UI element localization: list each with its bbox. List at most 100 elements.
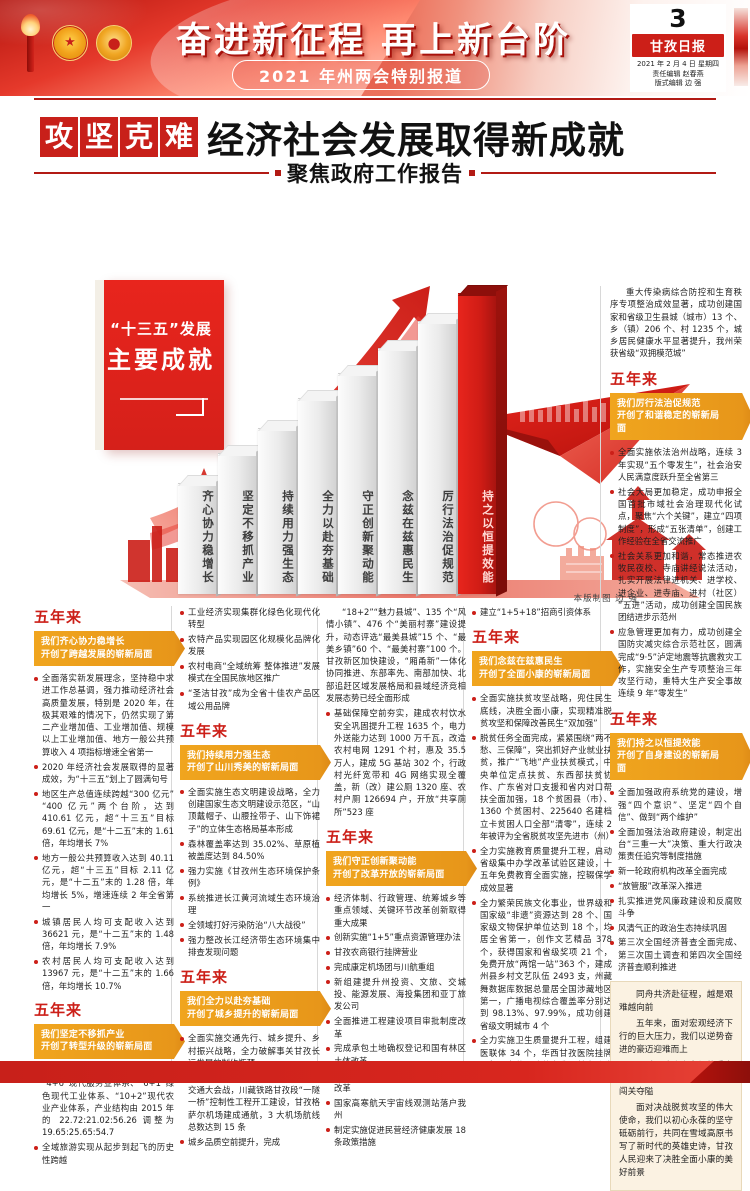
chart-bar: 全力以赴夯基础: [298, 390, 348, 597]
bullet-list: 全面实施扶贫攻坚战略，兜住民生底线，决胜全面小康，实现精准脱贫攻坚和保障改善民生…: [472, 692, 614, 1083]
list-item: 扎实推进党风廉政建设和反腐败斗争: [610, 895, 742, 920]
bullet-list: 建立“1+5+18”招商引资体系: [472, 606, 612, 618]
bar-label: 持续用力强生态: [281, 489, 295, 585]
infographic: “十三五”发展 主要成就 齐心协力稳增长 坚定不移抓产业 持续用力强生态: [0, 188, 750, 606]
column-5: 重大传染病综合防控和生育秩序专项整治成效显著，成功创建国家和省级卫生县城（城市）…: [610, 286, 742, 1191]
list-item: 建立“1+5+18”招商引资体系: [472, 606, 612, 618]
list-item: 地区生产总值连续跨越“300 亿元”“400 亿元”两个台阶，达到 410.61…: [34, 788, 174, 849]
list-item: 创新实施“1+5”重点资源管理办法: [326, 931, 466, 943]
list-item: 全面落实新发展理念，坚持稳中求进工作总基调，强力推动经济社会高质量发展，特别是 …: [34, 672, 174, 758]
subtitle-dot-right: [469, 170, 475, 176]
section-banner: 我们厉行法治促规范 开创了和谐稳定的崭新局面: [610, 392, 742, 441]
chart-bar: 念兹在兹惠民生: [378, 340, 428, 597]
chart-bar-highlight: 持之以恒提效能: [458, 285, 508, 597]
section-banner: 我们守正创新聚动能 开创了改革开放的崭新局面: [326, 851, 466, 887]
bullet-list: 基础保障空前夯实，建成农村饮水安全巩固提升工程 1635 个，电力外送能力达到 …: [326, 707, 466, 818]
badge-char-1: 攻: [40, 117, 78, 157]
section-kicker: 五年来: [326, 828, 375, 847]
bar-side-face: [496, 286, 507, 597]
torch-icon: [18, 14, 44, 72]
list-item: 城镇居民人均可支配收入达到 36621 元，是“十二五”末的 1.48 倍，年均…: [34, 916, 174, 953]
list-item: 完成康定机场团与川航重组: [326, 961, 466, 973]
paragraph: 重大传染病综合防控和生育秩序专项整治成效显著，成功创建国家和省级卫生县城（城市）…: [610, 287, 742, 359]
publication-date: 2021 年 2 月 4 日 星期四: [636, 60, 720, 68]
list-item: 全域旅游实现从起步到起飞的历史性跨越: [34, 1141, 174, 1166]
badge-char-4: 难: [160, 117, 198, 157]
paragraph: “18+2”“魅力县城”、135 个“风情小镇”、476 个“美丽村寨”建设提升…: [326, 607, 466, 704]
list-item: 全力实施教育质量提升工程，启动省级集中办学改革试验区建设，十五年免费教育全面实施…: [472, 845, 612, 894]
congress-emblem-icon: [96, 25, 132, 61]
national-emblem-icon: [52, 25, 88, 61]
chart-bar: 厉行法治促规范: [418, 313, 468, 597]
section-kicker: 五年来: [472, 628, 521, 647]
newspaper-page: 奋进新征程 再上新台阶 2021 年州两会特别报道 3 甘孜日报 2021 年 …: [0, 0, 750, 1083]
list-item: 全面实施生态文明建设战略，全力创建国家生态文明建设示范区，“山顶戴帽子、山腰拴带…: [180, 786, 320, 835]
column-1: 五年来 我们齐心协力稳增长 开创了跨越发展的崭新局面 全面落实新发展理念，坚持稳中…: [34, 606, 174, 1168]
masthead-right-edge-decor: [734, 8, 748, 86]
list-item: 森林覆盖率达到 35.02%、草原植被盖度达到 84.50%: [180, 838, 320, 863]
footer-ribbon: [0, 1061, 750, 1083]
list-item: 全领域打好污染防治“八大战役”: [180, 919, 320, 931]
section-banner: 我们念兹在兹惠民生 开创了全面小康的崭新局面: [472, 651, 612, 687]
book-title-line2: 主要成就: [107, 346, 215, 374]
section-banner: 我们全力以赴夯基础 开创了城乡提升的崭新局面: [180, 991, 320, 1027]
list-item: 强力整改长江经济带生态环境集中排查发现问题: [180, 934, 320, 959]
list-item: 地方一般公共预算收入达到 40.11 亿元，超“十三五”目标 2.11 亿元，是…: [34, 852, 174, 913]
chart-bar: 齐心协力稳增长: [178, 475, 228, 597]
list-item: 第三次全国经济普查全面完成、第三次国土调查和第四次全国经济普查顺利推进: [610, 936, 742, 973]
list-item: 全面加强法治政府建设，制定出台“三重一大”决策、重大行政决策责任追究等制度措施: [610, 826, 742, 863]
masthead: 奋进新征程 再上新台阶 2021 年州两会特别报道 3 甘孜日报 2021 年 …: [0, 0, 750, 96]
list-item: 全面加强政府系统党的建设，增强“四个意识”、坚定“四个自信”、做到“两个维护”: [610, 786, 742, 823]
bullet-list: 全面加强政府系统党的建设，增强“四个意识”、坚定“四个自信”、做到“两个维护” …: [610, 786, 742, 973]
subtitle-rule-left: [34, 172, 269, 174]
article-columns: 五年来 我们齐心协力稳增长 开创了跨越发展的崭新局面 全面落实新发展理念，坚持稳中…: [0, 286, 750, 1191]
section-kicker: 五年来: [610, 369, 659, 388]
list-item: 甘孜农商银行挂牌营业: [326, 946, 466, 958]
page-subtitle: 聚焦政府工作报告: [287, 161, 463, 186]
bullet-list: 全面落实新发展理念，坚持稳中求进工作总基调，强力推动经济社会高质量发展，特别是 …: [34, 672, 174, 992]
bar-label: 齐心协力稳增长: [201, 489, 215, 585]
achievement-staircase-chart: 齐心协力稳增长 坚定不移抓产业 持续用力强生态 全力以赴夯基础 守正创新聚动能: [178, 285, 508, 597]
section-kicker: 五年来: [34, 1000, 83, 1019]
paper-name-logo: 甘孜日报: [632, 34, 724, 57]
section-kicker: 五年来: [34, 608, 83, 626]
list-item: 新一轮政府机构改革全面完成: [610, 865, 742, 877]
masthead-sub-banner: 2021 年州两会特别报道: [232, 60, 491, 90]
list-item: 农村电商“全域统筹 整体推进”发展模式在全国民族地区推广: [180, 660, 320, 685]
section-banner: 我们齐心协力稳增长 开创了跨越发展的崭新局面: [34, 631, 174, 666]
bullet-list: 全面实施依法治州战略，连续 3 年实现“五个零发生”，社会治安人民满意度跃升至全…: [610, 446, 742, 699]
chart-bar: 坚定不移抓产业: [218, 445, 268, 597]
bar-label: 持之以恒提效能: [481, 489, 495, 585]
chart-bar: 持续用力强生态: [258, 420, 308, 597]
list-item: 制定实施促进民营经济健康发展 18 条政策措施: [326, 1124, 466, 1149]
list-item: 全面实施扶贫攻坚战略，兜住民生底线，决胜全面小康，实现精准脱贫攻坚和保障改善民生…: [472, 692, 612, 729]
column-divider: [317, 606, 318, 1076]
list-item: 全力繁荣民族文化事业，世界级和国家级“非遗”资源达到 28 个、国家级文物保护单…: [472, 897, 612, 1032]
list-item: “圣洁甘孜”成为全省十佳农产品区域公用品牌: [180, 687, 320, 712]
list-item: 系统推进长江黄河流域生态环境治理: [180, 892, 320, 917]
list-item: 全面实施依法治州战略，连续 3 年实现“五个零发生”，社会治安人民满意度跃升至全…: [610, 446, 742, 483]
section-banner: 我们坚定不移抓产业 开创了转型升级的崭新局面: [34, 1023, 174, 1059]
list-item: 2020 年经济社会发展取得的显著成效，为“十三五”划上了圆满句号: [34, 761, 174, 786]
book-divider: [120, 398, 208, 400]
bullet-list: 工业经济实现集群化绿色化现代化转型 农特产品实现园区化规模化品牌化发展 农村电商…: [180, 606, 320, 712]
bar-label: 念兹在兹惠民生: [401, 489, 415, 585]
column-divider: [171, 606, 172, 1076]
list-item: 城乡品质空前提升，完成: [180, 1136, 320, 1148]
list-item: 新组建提升州投资、文旅、交城投、能源发展、海投集团和亚丁旅发公司: [326, 976, 466, 1013]
bar-label: 坚定不移抓产业: [241, 489, 255, 585]
list-item: 基础保障空前夯实，建成农村饮水安全巩固提升工程 1635 个，电力外送能力达到 …: [326, 707, 466, 818]
section-kicker: 五年来: [610, 709, 659, 728]
bullet-list: 全面实施生态文明建设战略，全力创建国家生态文明建设示范区，“山顶戴帽子、山腰拴带…: [180, 786, 320, 958]
column-4: 建立“1+5+18”招商引资体系 五年来 我们念兹在兹惠民生 开创了全面小康的崭新…: [472, 606, 614, 1086]
badge-char-2: 坚: [80, 117, 118, 157]
chart-bar: 守正创新聚动能: [338, 365, 388, 597]
list-item: 社会大局更加稳定，成功申报全国首批市域社会治理现代化试点，聚焦“六个关键”，建立…: [610, 486, 742, 547]
masthead-banner-title: 奋进新征程 再上新台阶: [176, 21, 572, 61]
headline-zone: 攻 坚 克 难 经济社会发展取得新成就 聚焦政府工作报告: [0, 96, 750, 188]
section-banner: 我们持之以恒提效能 开创了自身建设的崭新局面: [610, 732, 742, 781]
headline-top-rule: [34, 98, 716, 100]
emblem-group: [18, 14, 132, 72]
list-item: 社会关系更加和谐，常态推进农牧民夜校、寺庙讲经说法活动，扎实开展法律进机关、进学…: [610, 550, 742, 624]
bullet-list: 全面实施交通先行、城乡提升、乡村振兴战略，全力破解事关甘孜长远发展的制约瓶颈 交…: [180, 1032, 320, 1148]
